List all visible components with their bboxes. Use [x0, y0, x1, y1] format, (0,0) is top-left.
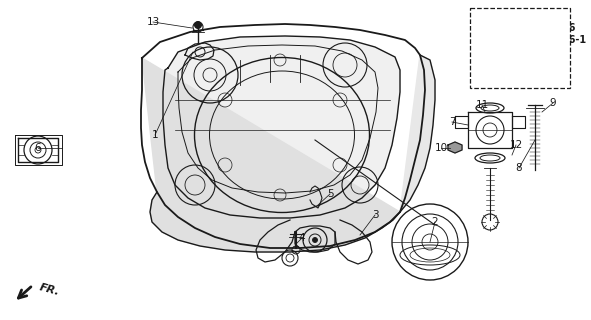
- Text: 6: 6: [35, 143, 41, 153]
- Text: 10: 10: [434, 143, 447, 153]
- Text: 11: 11: [475, 100, 489, 110]
- Text: 7: 7: [449, 117, 455, 127]
- Polygon shape: [400, 55, 435, 212]
- Text: 2: 2: [431, 217, 439, 227]
- Text: 3: 3: [372, 210, 378, 220]
- Polygon shape: [163, 36, 400, 218]
- Text: 1: 1: [152, 130, 158, 140]
- Text: 5: 5: [327, 189, 333, 199]
- Bar: [470, 8, 570, 88]
- Text: 4: 4: [298, 233, 306, 243]
- Text: E-6-1: E-6-1: [558, 35, 586, 45]
- Polygon shape: [142, 58, 400, 252]
- Text: E-6: E-6: [558, 23, 576, 33]
- Text: 13: 13: [147, 17, 160, 27]
- Text: 12: 12: [509, 140, 522, 150]
- Text: 8: 8: [516, 163, 522, 173]
- Text: FR.: FR.: [38, 283, 61, 298]
- Polygon shape: [448, 142, 462, 153]
- Circle shape: [313, 237, 317, 243]
- Circle shape: [194, 21, 202, 28]
- Polygon shape: [141, 24, 425, 248]
- Text: 9: 9: [550, 98, 556, 108]
